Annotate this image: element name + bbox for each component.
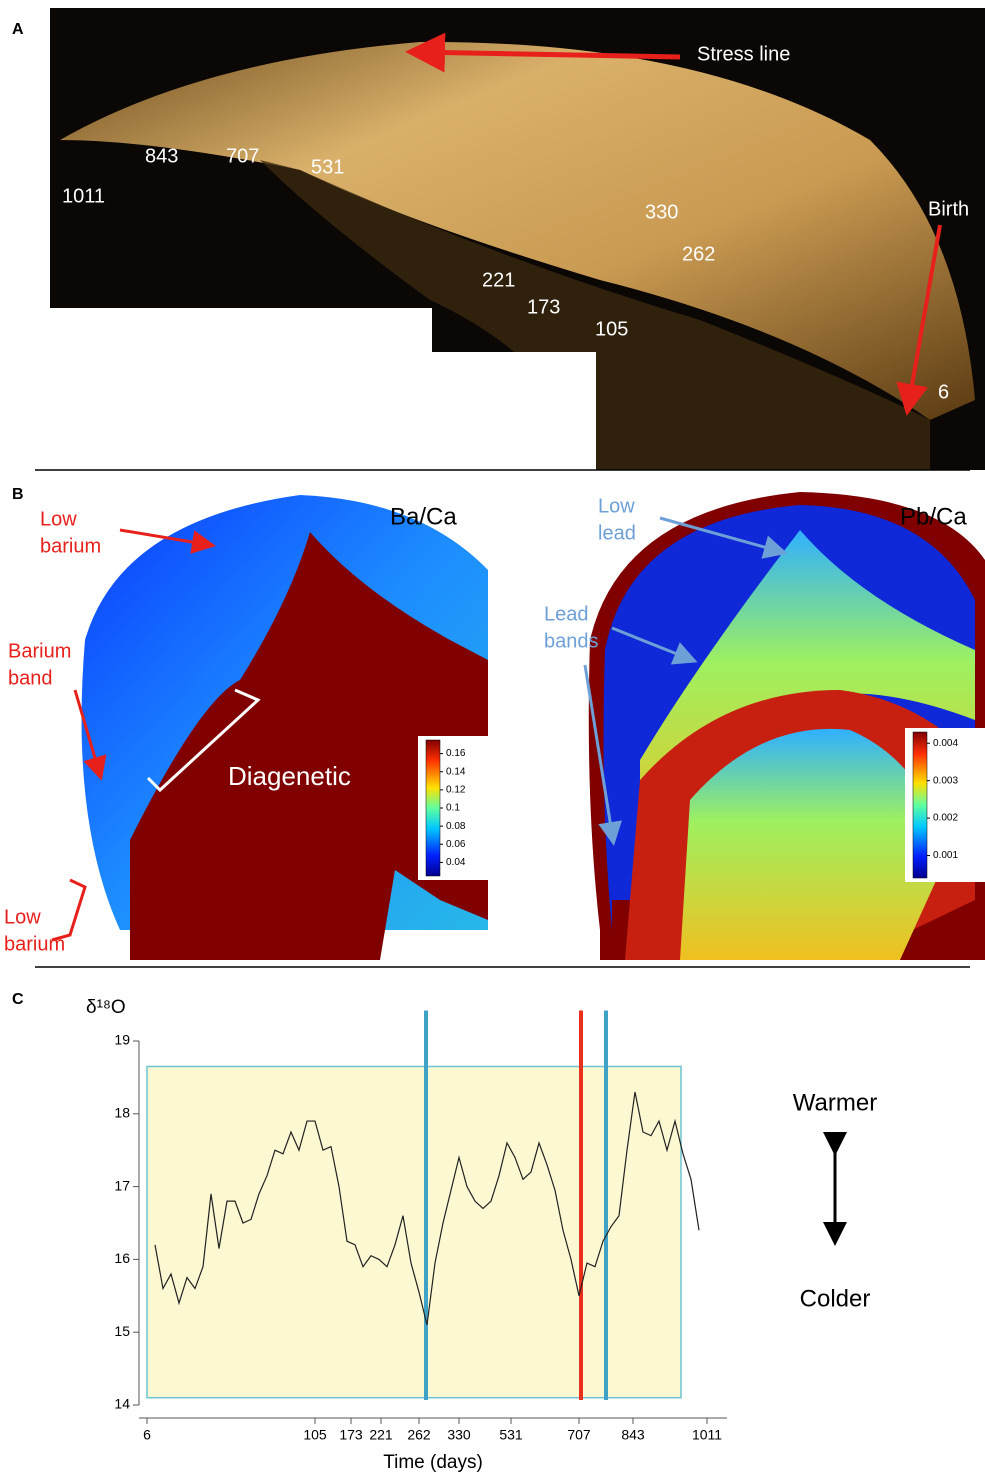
colorbar-tick-label: 0.06 xyxy=(446,839,466,850)
day-label: 105 xyxy=(595,318,628,340)
colorbar-tick-label: 0.001 xyxy=(933,850,958,861)
colorbar-tick-label: 0.16 xyxy=(446,748,466,759)
x-tick-label: 105 xyxy=(303,1427,327,1443)
colorbar xyxy=(913,732,927,878)
map-title: Pb/Ca xyxy=(900,503,967,530)
y-tick-label: 17 xyxy=(114,1177,130,1193)
y-tick-label: 16 xyxy=(114,1250,130,1266)
panel-label: A xyxy=(12,21,24,38)
y-axis-label: δ¹⁸O xyxy=(86,997,126,1018)
annotation: lead xyxy=(598,522,636,544)
day-label: 843 xyxy=(145,145,178,167)
colorbar-tick-label: 0.12 xyxy=(446,785,466,796)
annotation: Diagenetic xyxy=(228,761,351,791)
panel-b: B Ba/Ca Pb/Ca Low barium Barium band Diagene… xyxy=(4,486,985,960)
colorbar-tick-label: 0.002 xyxy=(933,813,958,824)
annotation: Low xyxy=(4,906,41,928)
colorbar-tick-label: 0.004 xyxy=(933,738,958,749)
annotation: Lead xyxy=(544,603,589,625)
annotation: Warmer xyxy=(793,1089,877,1116)
figure: A Stress line Birth 10118437075313302622… xyxy=(0,0,985,1475)
day-label: 330 xyxy=(645,201,678,223)
x-tick-label: 173 xyxy=(339,1427,363,1443)
annotation: band xyxy=(8,667,53,689)
x-tick-label: 1011 xyxy=(692,1427,722,1443)
annotation: Low xyxy=(40,508,77,530)
day-label: 262 xyxy=(682,243,715,265)
day-label: 707 xyxy=(226,145,259,167)
annotation: Low xyxy=(598,495,635,517)
annotation: Birth xyxy=(928,198,969,220)
x-tick-label: 262 xyxy=(407,1427,431,1443)
x-axis-label: Time (days) xyxy=(383,1452,483,1473)
colorbar-tick-label: 0.14 xyxy=(446,766,466,777)
y-tick-label: 14 xyxy=(114,1396,130,1412)
x-tick-label: 330 xyxy=(447,1427,471,1443)
x-tick-label: 531 xyxy=(499,1427,523,1443)
colorbar-tick-label: 0.1 xyxy=(446,803,460,814)
annotation: Barium xyxy=(8,640,71,662)
panel-label: C xyxy=(12,991,24,1008)
shaded-region xyxy=(147,1066,681,1397)
annotation: Stress line xyxy=(697,43,790,65)
map-title: Ba/Ca xyxy=(390,503,457,530)
annotation: bands xyxy=(544,630,599,652)
colorbar-tick-label: 0.08 xyxy=(446,821,466,832)
colorbar xyxy=(426,740,440,876)
day-label: 221 xyxy=(482,269,515,291)
y-tick-label: 18 xyxy=(114,1105,130,1121)
day-label: 531 xyxy=(311,156,344,178)
x-tick-label: 707 xyxy=(567,1427,591,1443)
x-tick-label: 221 xyxy=(369,1427,393,1443)
y-tick-label: 15 xyxy=(114,1323,130,1339)
x-tick-label: 6 xyxy=(143,1427,151,1443)
day-label: 6 xyxy=(938,381,949,403)
panel-c: C δ¹⁸O Time (days) Warmer Colder 14 15 16 1… xyxy=(12,991,877,1473)
day-label: 1011 xyxy=(62,185,105,207)
y-tick-label: 19 xyxy=(114,1032,130,1048)
annotation: Colder xyxy=(800,1285,871,1312)
x-tick-label: 843 xyxy=(621,1427,645,1443)
colorbar-tick-label: 0.003 xyxy=(933,775,958,786)
panel-label: B xyxy=(12,486,24,503)
day-label: 173 xyxy=(527,296,560,318)
colorbar-tick-label: 0.04 xyxy=(446,857,466,868)
annotation: barium xyxy=(40,535,101,557)
annotation: barium xyxy=(4,933,65,955)
bracket xyxy=(52,880,85,940)
